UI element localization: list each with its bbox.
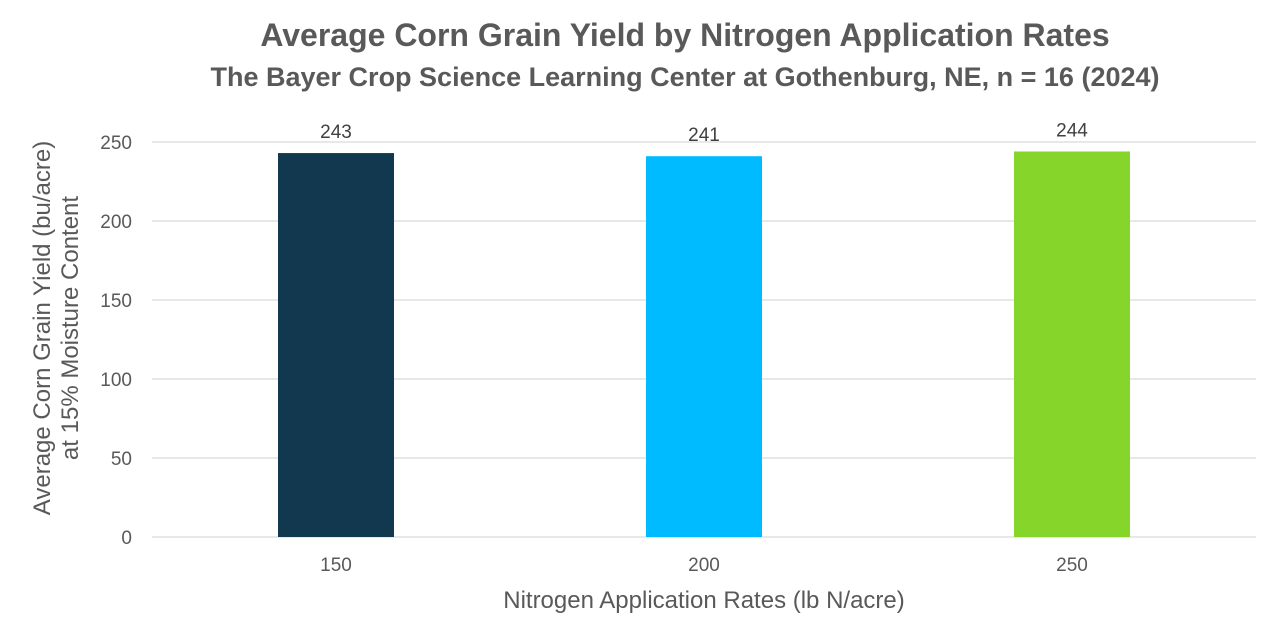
y-tick-label: 200 xyxy=(100,212,132,233)
y-axis-label-line2: at 15% Moisture Content xyxy=(57,196,84,460)
x-axis-label: Nitrogen Application Rates (lb N/acre) xyxy=(503,587,905,614)
data-label-150: 243 xyxy=(320,122,352,143)
data-labels: 243 241 244 xyxy=(320,120,1088,146)
x-axis-ticks: 150 200 250 xyxy=(320,555,1088,576)
x-tick-label: 250 xyxy=(1056,555,1088,576)
y-tick-label: 250 xyxy=(100,133,132,154)
chart-subtitle: The Bayer Crop Science Learning Center a… xyxy=(211,62,1160,92)
y-tick-label: 100 xyxy=(100,370,132,391)
y-tick-label: 0 xyxy=(121,528,132,549)
data-label-250: 244 xyxy=(1056,120,1088,141)
chart-title: Average Corn Grain Yield by Nitrogen App… xyxy=(260,17,1109,53)
bar-250 xyxy=(1014,151,1130,538)
x-tick-label: 200 xyxy=(688,555,720,576)
bar-200 xyxy=(646,156,762,537)
y-axis-label-line1: Average Corn Grain Yield (bu/acre) xyxy=(29,141,56,515)
bar-150 xyxy=(278,153,394,537)
x-tick-label: 150 xyxy=(320,555,352,576)
y-tick-label: 50 xyxy=(111,449,132,470)
bars xyxy=(278,151,1130,538)
data-label-200: 241 xyxy=(688,125,720,146)
y-tick-label: 150 xyxy=(100,291,132,312)
y-axis-ticks: 0 50 100 150 200 250 xyxy=(100,133,132,549)
